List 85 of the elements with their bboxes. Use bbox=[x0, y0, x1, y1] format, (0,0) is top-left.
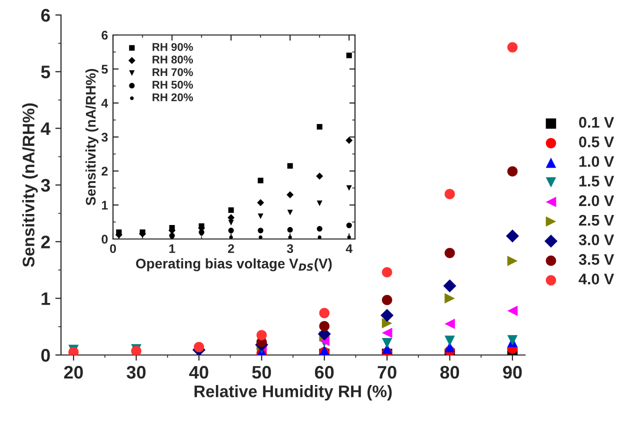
x-tick-label: 60 bbox=[314, 366, 334, 379]
point bbox=[507, 42, 518, 52]
point bbox=[382, 338, 392, 348]
legend-label: 3.0 V bbox=[578, 234, 614, 246]
point bbox=[287, 227, 293, 233]
y-tick-label: 5 bbox=[41, 66, 50, 78]
point bbox=[507, 166, 518, 177]
x-tick-label: 20 bbox=[64, 366, 83, 379]
legend-label: 2.0 V bbox=[579, 195, 614, 206]
point bbox=[507, 306, 518, 316]
y-tick-label: 0 bbox=[102, 234, 108, 244]
point bbox=[443, 279, 456, 292]
y-axis-title: Sensitivity (nA/RH%) bbox=[85, 69, 98, 206]
x-tick-label: 50 bbox=[252, 366, 271, 379]
point bbox=[444, 293, 455, 304]
point bbox=[287, 163, 293, 169]
point bbox=[444, 318, 455, 329]
point bbox=[382, 267, 392, 278]
y-tick-label: 4 bbox=[40, 122, 50, 135]
x-axis-title: Operating bias voltage V$_{DS}$(V) bbox=[136, 258, 332, 272]
x-tick-label: 1 bbox=[169, 244, 176, 253]
point bbox=[316, 172, 324, 180]
point bbox=[346, 52, 352, 58]
legend-label: 2.5 V bbox=[579, 214, 614, 226]
x-tick-label: 0 bbox=[110, 244, 116, 254]
point bbox=[116, 234, 122, 239]
x-tick-label: 30 bbox=[126, 366, 146, 379]
point bbox=[319, 320, 330, 332]
y-tick-label: 6 bbox=[102, 30, 108, 40]
x-tick-label: 80 bbox=[440, 366, 460, 379]
legend-label: RH 80% bbox=[152, 56, 193, 64]
point bbox=[444, 336, 455, 346]
point bbox=[346, 185, 352, 191]
point bbox=[382, 318, 392, 328]
point bbox=[444, 188, 455, 200]
x-tick-label: 3 bbox=[286, 244, 294, 254]
y-tick-label: 3 bbox=[40, 178, 50, 192]
point bbox=[382, 328, 392, 338]
point bbox=[507, 256, 518, 266]
y-tick-label: 1 bbox=[102, 200, 108, 210]
x-tick-label: 70 bbox=[378, 366, 396, 379]
point bbox=[316, 124, 322, 130]
point bbox=[316, 200, 322, 206]
point bbox=[316, 226, 322, 232]
point bbox=[286, 191, 294, 198]
y-tick-label: 0 bbox=[41, 348, 50, 362]
point bbox=[444, 248, 455, 258]
point bbox=[319, 308, 330, 318]
point bbox=[194, 342, 204, 352]
legend-label: 1.5 V bbox=[579, 176, 614, 187]
legend-label: RH 20% bbox=[152, 93, 193, 102]
legend-label: 3.5 V bbox=[578, 254, 614, 265]
legend-label: 0.5 V bbox=[579, 136, 614, 148]
legend-label: 0.1 V bbox=[579, 116, 614, 128]
x-tick-label: 40 bbox=[189, 366, 208, 379]
point bbox=[287, 210, 293, 216]
legend-label: RH 50% bbox=[152, 80, 193, 89]
point bbox=[380, 308, 394, 322]
x-tick-label: 2 bbox=[228, 244, 234, 253]
point bbox=[382, 294, 392, 306]
y-tick-label: 1 bbox=[42, 292, 50, 305]
x-tick-label: 4 bbox=[346, 244, 353, 253]
y-tick-label: 3 bbox=[101, 132, 108, 142]
point bbox=[258, 228, 264, 234]
legend-label: RH 90% bbox=[152, 43, 193, 51]
point bbox=[258, 178, 264, 184]
point bbox=[228, 207, 234, 213]
y-axis-title: Sensitivity (nA/RH%) bbox=[22, 103, 38, 267]
point bbox=[346, 136, 353, 144]
point bbox=[228, 220, 234, 226]
legend-label: 1.0 V bbox=[579, 156, 614, 167]
legend-label: 4.0 V bbox=[578, 274, 614, 284]
y-tick-label: 5 bbox=[102, 64, 108, 74]
point bbox=[256, 330, 267, 340]
legend-label: RH 70% bbox=[152, 68, 193, 76]
y-tick-label: 6 bbox=[41, 8, 50, 22]
point bbox=[346, 222, 352, 228]
x-tick-label: 90 bbox=[503, 366, 522, 379]
y-tick-label: 2 bbox=[102, 166, 108, 176]
x-axis-title: Relative Humidity RH (%) bbox=[194, 385, 392, 401]
point bbox=[506, 229, 519, 243]
point bbox=[258, 213, 264, 219]
y-tick-label: 4 bbox=[101, 98, 108, 108]
point bbox=[228, 228, 234, 234]
point bbox=[257, 199, 264, 206]
